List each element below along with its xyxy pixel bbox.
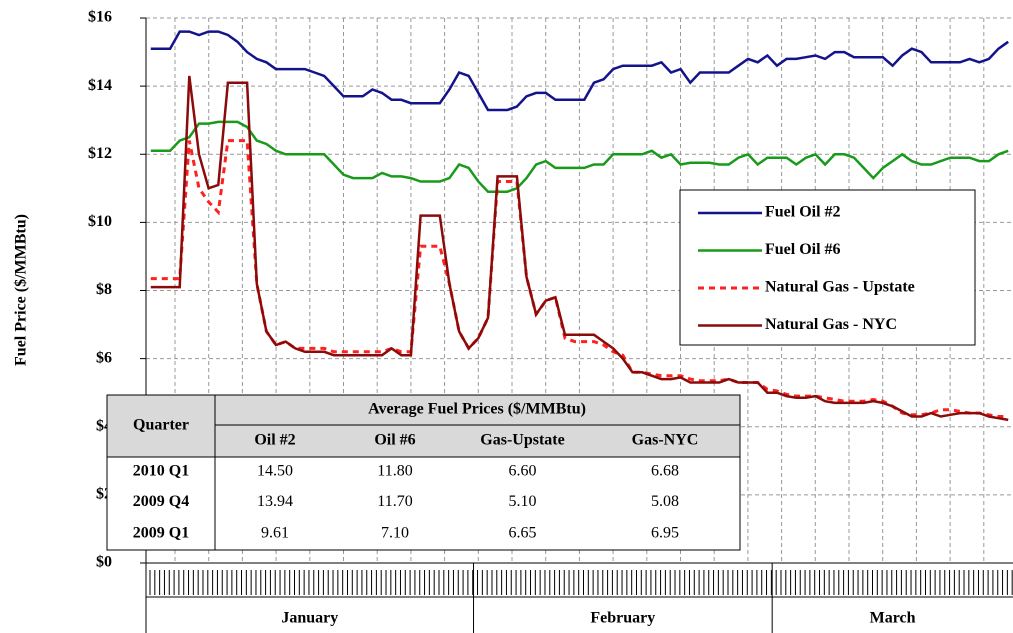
table-header: Quarter xyxy=(133,417,189,434)
table-row-header: 2009 Q4 xyxy=(133,493,189,510)
series-line xyxy=(150,75,1009,422)
table-cell: 7.10 xyxy=(381,525,409,542)
table-cell: 6.60 xyxy=(509,463,537,480)
table-cell: 11.70 xyxy=(377,493,412,510)
table-column-header: Oil #2 xyxy=(254,432,295,449)
legend-label: Natural Gas - Upstate xyxy=(765,279,915,296)
table-cell: 13.94 xyxy=(257,493,293,510)
y-tick-label: $6 xyxy=(96,349,112,366)
table-cell: 11.80 xyxy=(377,463,412,480)
table-cell: 14.50 xyxy=(257,463,293,480)
table-header: Average Fuel Prices ($/MMBtu) xyxy=(368,401,586,418)
x-group-label: March xyxy=(870,610,916,627)
table-column-header: Gas-NYC xyxy=(632,432,699,449)
x-group-label: January xyxy=(281,610,338,627)
table-cell: 6.65 xyxy=(509,525,537,542)
table-column-header: Gas-Upstate xyxy=(480,432,564,449)
table-cell: 6.68 xyxy=(651,463,679,480)
y-tick-label: $14 xyxy=(88,77,112,94)
y-tick-label: $10 xyxy=(88,213,112,230)
y-tick-label: $0 xyxy=(96,554,112,571)
legend-label: Natural Gas - NYC xyxy=(765,316,897,333)
legend-label: Fuel Oil #6 xyxy=(765,241,841,258)
y-tick-label: $12 xyxy=(88,145,112,162)
table-cell: 9.61 xyxy=(261,525,289,542)
legend-label: Fuel Oil #2 xyxy=(765,204,841,221)
table-row-header: 2010 Q1 xyxy=(133,463,189,480)
legend-box xyxy=(679,189,976,346)
x-group-label: February xyxy=(590,610,655,627)
table-row-header: 2009 Q1 xyxy=(133,525,189,542)
table-cell: 5.10 xyxy=(509,493,537,510)
table-cell: 6.95 xyxy=(651,525,679,542)
series-line xyxy=(150,120,1009,193)
y-tick-label: $16 xyxy=(88,9,112,26)
series-line xyxy=(150,30,1009,112)
table-column-header: Oil #6 xyxy=(374,432,415,449)
y-axis-title: Fuel Price ($/MMBtu) xyxy=(13,214,30,366)
y-tick-label: $8 xyxy=(96,281,112,298)
table-cell: 5.08 xyxy=(651,493,679,510)
